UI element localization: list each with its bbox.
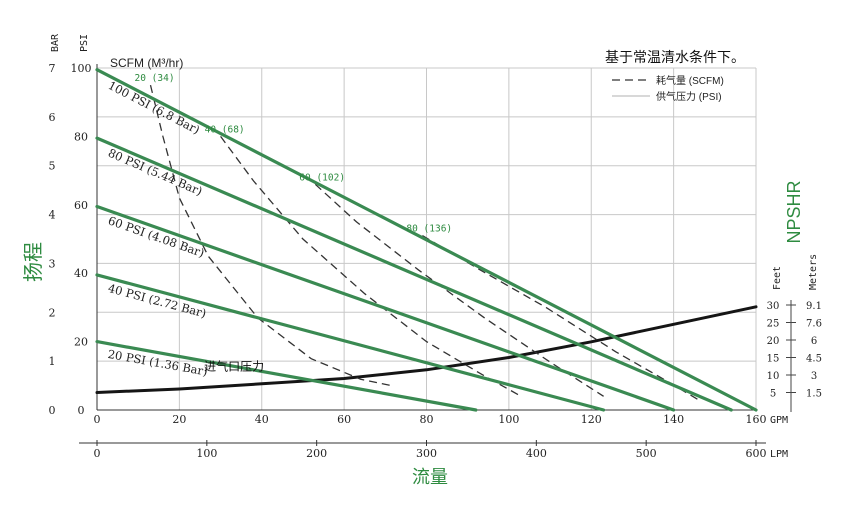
y-bar-tick-label: 7: [49, 62, 56, 75]
npshr-title: NPSHR: [784, 180, 804, 243]
pressure-curve: [95, 273, 606, 412]
npshr-feet-unit: Feet: [772, 266, 783, 290]
x-lpm-tick-label: 400: [526, 447, 547, 460]
pressure-curve-label: 80 PSI (5.44 Bar): [106, 146, 204, 199]
x-gpm-tick-label: 20: [172, 413, 186, 426]
y-bar-tick-label: 0: [49, 404, 56, 417]
npshr-meters-unit: Meters: [808, 254, 819, 290]
npshr-feet-tick-label: 30: [767, 301, 780, 312]
x-lpm-tick-label: 100: [196, 447, 217, 460]
scfm-axis-label: SCFM (M³/hr): [110, 56, 183, 70]
npshr-feet-tick-label: 15: [767, 354, 780, 365]
npshr-meters-tick-label: 3: [811, 371, 817, 382]
pressure-curve: [95, 340, 478, 412]
x-gpm-tick-label: 40: [255, 413, 269, 426]
pressure-curve: [95, 136, 733, 412]
npshr-meters-tick-label: 7.6: [806, 319, 822, 330]
pressure-curve: [95, 68, 758, 412]
npshr-feet-tick-label: 20: [767, 336, 780, 347]
air-consumption-label: 40 (68): [205, 124, 245, 135]
x-gpm-tick-label: 140: [663, 413, 684, 426]
x-gpm-tick-label: 100: [498, 413, 519, 426]
x-gpm-tick-label: 0: [94, 413, 101, 426]
npshr-meters-tick-label: 9.1: [806, 301, 822, 312]
y-bar-tick-label: 1: [49, 355, 56, 368]
chart-title: 基于常温清水条件下。: [605, 49, 745, 65]
x-lpm-unit: LPM: [770, 449, 788, 460]
y-axis-title: 扬程: [22, 242, 45, 282]
y-psi-unit: PSI: [79, 34, 90, 52]
y-bar-tick-label: 2: [49, 306, 56, 319]
x-lpm-tick-label: 500: [636, 447, 657, 460]
y-bar-tick-label: 4: [49, 209, 56, 222]
x-lpm-tick-label: 600: [746, 447, 767, 460]
x-lpm-tick-label: 200: [306, 447, 327, 460]
y-psi-tick-label: 80: [74, 130, 88, 143]
grid: [97, 67, 757, 410]
npshr-feet-tick-label: 5: [770, 389, 776, 400]
y-psi-tick-label: 40: [74, 267, 88, 280]
x-gpm-tick-label: 80: [420, 413, 434, 426]
legend: 耗气量 (SCFM) 供气压力 (PSI): [612, 74, 724, 103]
npshr-curve-label: 进气口压力: [204, 359, 264, 374]
pressure-curves: [95, 68, 758, 412]
y-psi-tick-label: 60: [74, 199, 88, 212]
air-consumption-label: 80 (136): [406, 224, 452, 235]
air-consumption-label: 60 (102): [299, 172, 345, 183]
legend-item-psi: 供气压力 (PSI): [656, 90, 722, 103]
x-axis-title: 流量: [412, 467, 448, 487]
y-bar-tick-label: 3: [49, 257, 56, 270]
legend-item-scfm: 耗气量 (SCFM): [656, 74, 724, 87]
npshr-meters-tick-label: 1.5: [806, 389, 822, 400]
x-gpm-unit: GPM: [770, 415, 788, 426]
npshr-curve: [95, 305, 758, 394]
pressure-curve: [95, 204, 676, 412]
x-gpm-tick-label: 160: [746, 413, 767, 426]
air-consumption-curve: [220, 136, 522, 397]
pressure-curve-label: 100 PSI (6.8 Bar): [106, 78, 202, 137]
npshr-meters-tick-label: 4.5: [806, 354, 822, 365]
y-psi-tick-label: 100: [71, 62, 92, 75]
x-gpm-tick-label: 60: [337, 413, 351, 426]
x-lpm-tick-label: 0: [94, 447, 101, 460]
y-psi-tick-label: 0: [78, 404, 85, 417]
x-lpm-tick-label: 300: [416, 447, 437, 460]
npshr-meters-tick-label: 6: [811, 336, 817, 347]
y-bar-tick-label: 5: [49, 160, 56, 173]
npshr-feet-tick-label: 10: [767, 371, 780, 382]
y-psi-tick-label: 20: [74, 336, 88, 349]
pressure-curve-label: 60 PSI (4.08 Bar): [106, 213, 206, 260]
x-gpm-tick-label: 120: [581, 413, 602, 426]
air-consumption-curve: [314, 183, 604, 397]
air-consumption-label: 20 (34): [135, 73, 175, 84]
y-bar-unit: BAR: [50, 33, 61, 52]
npshr-curve-line: [95, 305, 758, 394]
npshr-feet-tick-label: 25: [767, 319, 780, 330]
y-bar-tick-label: 6: [49, 111, 56, 124]
